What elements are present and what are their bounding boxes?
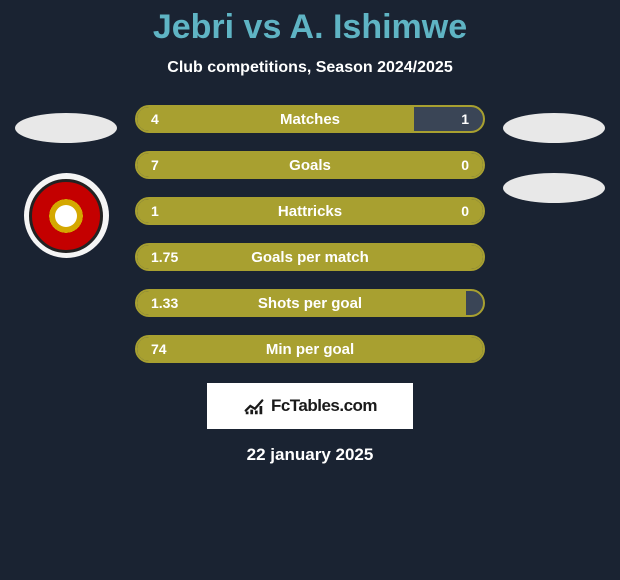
club-badge-left (24, 173, 109, 258)
stat-bar: 74 Min per goal (135, 335, 485, 363)
stat-label: Shots per goal (258, 295, 362, 312)
stat-left-value: 1.33 (151, 295, 178, 311)
stat-left-value: 4 (151, 111, 159, 127)
stat-bar: 1 Hattricks 0 (135, 197, 485, 225)
player-avatar-left (15, 113, 117, 143)
main-area: 4 Matches 1 7 Goals 0 1 Hattricks 0 1.75 Goals per… (0, 105, 620, 363)
stat-right-value: 1 (461, 111, 469, 127)
bar-fill (137, 107, 414, 131)
stat-left-value: 1 (151, 203, 159, 219)
player-avatar-right (503, 113, 605, 143)
stat-bar: 4 Matches 1 (135, 105, 485, 133)
stat-label: Min per goal (266, 341, 354, 358)
left-player-col (15, 105, 117, 258)
stat-bar: 1.75 Goals per match (135, 243, 485, 271)
site-name: FcTables.com (271, 396, 377, 416)
chart-icon (243, 395, 265, 417)
stat-label: Goals (289, 157, 331, 174)
stat-bar: 7 Goals 0 (135, 151, 485, 179)
stat-label: Goals per match (251, 249, 369, 266)
club-badge-right-placeholder (503, 173, 605, 203)
stat-right-value: 0 (461, 203, 469, 219)
stat-bar: 1.33 Shots per goal (135, 289, 485, 317)
stat-left-value: 7 (151, 157, 159, 173)
page-title: Jebri vs A. Ishimwe (0, 8, 620, 47)
right-player-col (503, 105, 605, 203)
stat-right-value: 0 (461, 157, 469, 173)
site-logo[interactable]: FcTables.com (207, 383, 413, 429)
stat-left-value: 1.75 (151, 249, 178, 265)
comparison-card: Jebri vs A. Ishimwe Club competitions, S… (0, 0, 620, 465)
stat-label: Matches (280, 111, 340, 128)
subtitle: Club competitions, Season 2024/2025 (0, 59, 620, 77)
stat-label: Hattricks (278, 203, 342, 220)
stats-bars: 4 Matches 1 7 Goals 0 1 Hattricks 0 1.75 Goals per… (135, 105, 485, 363)
date-label: 22 january 2025 (0, 445, 620, 465)
club-badge-icon (29, 179, 103, 253)
stat-left-value: 74 (151, 341, 167, 357)
